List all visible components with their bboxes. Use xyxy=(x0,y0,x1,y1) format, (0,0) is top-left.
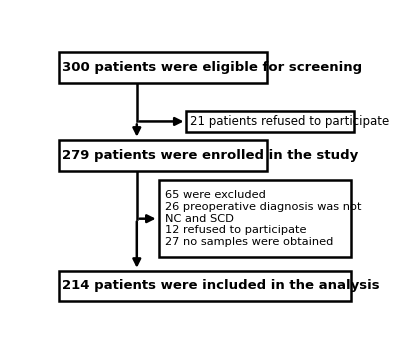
FancyBboxPatch shape xyxy=(59,140,267,171)
Text: 65 were excluded
26 preoperative diagnosis was not
NC and SCD
12 refused to part: 65 were excluded 26 preoperative diagnos… xyxy=(165,191,361,247)
Text: 300 patients were eligible for screening: 300 patients were eligible for screening xyxy=(62,61,362,74)
FancyBboxPatch shape xyxy=(59,271,351,301)
FancyBboxPatch shape xyxy=(59,52,267,83)
FancyBboxPatch shape xyxy=(158,180,351,257)
Text: 214 patients were included in the analysis: 214 patients were included in the analys… xyxy=(62,280,380,292)
FancyBboxPatch shape xyxy=(186,111,354,132)
Text: 21 patients refused to participate: 21 patients refused to participate xyxy=(190,115,389,128)
Text: 279 patients were enrolled in the study: 279 patients were enrolled in the study xyxy=(62,149,359,162)
